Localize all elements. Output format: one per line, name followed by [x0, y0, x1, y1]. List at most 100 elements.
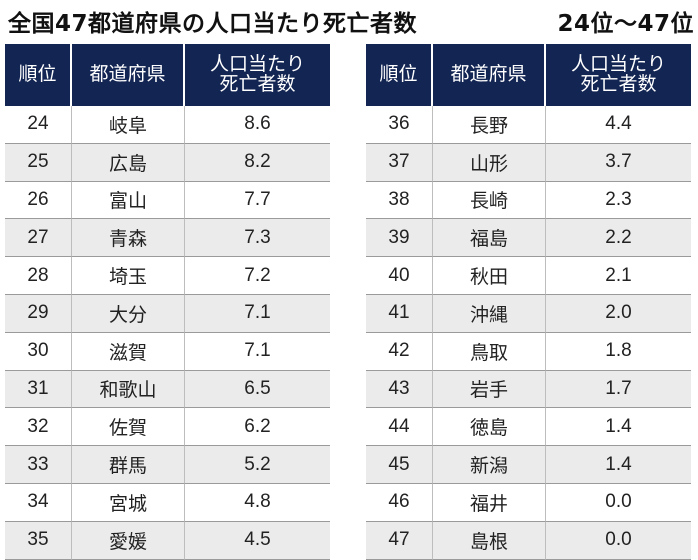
rank-cell: 38	[366, 181, 433, 220]
title-range: 24位～47位	[557, 11, 694, 37]
table-row: 25 広島 8.2	[5, 143, 330, 182]
table-header-row: 順位 都道府県 人口当たり 死亡者数	[366, 44, 691, 106]
rank-cell: 28	[5, 257, 72, 295]
deaths-cell: 2.0	[546, 294, 691, 333]
rank-cell: 33	[5, 446, 72, 484]
deaths-cell: 7.2	[185, 257, 330, 295]
prefecture-cell: 群馬	[72, 446, 185, 484]
rank-cell: 29	[5, 294, 72, 333]
deaths-cell: 8.2	[185, 143, 330, 182]
header-prefecture: 都道府県	[433, 44, 546, 106]
prefecture-cell: 秋田	[433, 257, 546, 295]
rank-cell: 39	[366, 219, 433, 258]
rank-cell: 47	[366, 521, 433, 560]
table-header-row: 順位 都道府県 人口当たり 死亡者数	[5, 44, 330, 106]
rank-cell: 32	[5, 408, 72, 447]
rank-cell: 44	[366, 408, 433, 447]
ranking-table-left: 順位 都道府県 人口当たり 死亡者数 24 岐阜 8.6 25 広島 8.2 26 富山 7.7…	[5, 44, 330, 560]
rank-cell: 31	[5, 370, 72, 409]
prefecture-cell: 富山	[72, 181, 185, 220]
prefecture-cell: 広島	[72, 143, 185, 182]
prefecture-cell: 滋賀	[72, 332, 185, 371]
deaths-cell: 5.2	[185, 446, 330, 484]
table-row: 46 福井 0.0	[366, 483, 691, 522]
rank-cell: 24	[5, 106, 72, 144]
table-row: 41 沖縄 2.0	[366, 294, 691, 333]
table-row: 39 福島 2.2	[366, 219, 691, 258]
deaths-cell: 1.4	[546, 446, 691, 484]
table-row: 35 愛媛 4.5	[5, 521, 330, 560]
deaths-cell: 7.1	[185, 332, 330, 371]
prefecture-cell: 島根	[433, 521, 546, 560]
table-row: 28 埼玉 7.2	[5, 257, 330, 295]
rank-cell: 37	[366, 143, 433, 182]
header-deaths-line1: 人口当たり	[570, 53, 666, 76]
rank-cell: 43	[366, 370, 433, 409]
prefecture-cell: 青森	[72, 219, 185, 258]
table-row: 43 岩手 1.7	[366, 370, 691, 409]
ranking-table-right: 順位 都道府県 人口当たり 死亡者数 36 長野 4.4 37 山形 3.7 38 長崎 2.3…	[366, 44, 691, 560]
prefecture-cell: 徳島	[433, 408, 546, 447]
table-row: 29 大分 7.1	[5, 294, 330, 333]
header-deaths: 人口当たり 死亡者数	[185, 44, 330, 106]
rank-cell: 45	[366, 446, 433, 484]
table-row: 45 新潟 1.4	[366, 446, 691, 484]
rank-cell: 36	[366, 106, 433, 144]
prefecture-cell: 山形	[433, 143, 546, 182]
deaths-cell: 7.7	[185, 181, 330, 220]
rank-cell: 30	[5, 332, 72, 371]
header-deaths: 人口当たり 死亡者数	[546, 44, 691, 106]
table-row: 42 鳥取 1.8	[366, 332, 691, 371]
deaths-cell: 1.7	[546, 370, 691, 409]
prefecture-cell: 愛媛	[72, 521, 185, 560]
deaths-cell: 7.1	[185, 294, 330, 333]
rank-cell: 40	[366, 257, 433, 295]
table-row: 33 群馬 5.2	[5, 446, 330, 484]
deaths-cell: 2.2	[546, 219, 691, 258]
prefecture-cell: 沖縄	[433, 294, 546, 333]
table-row: 24 岐阜 8.6	[5, 106, 330, 144]
title-main: 全国47都道府県の人口当たり死亡者数	[8, 11, 418, 37]
deaths-cell: 8.6	[185, 106, 330, 144]
prefecture-cell: 福島	[433, 219, 546, 258]
rank-cell: 34	[5, 483, 72, 522]
rank-cell: 41	[366, 294, 433, 333]
table-row: 30 滋賀 7.1	[5, 332, 330, 371]
deaths-cell: 7.3	[185, 219, 330, 258]
table-row: 44 徳島 1.4	[366, 408, 691, 447]
prefecture-cell: 長崎	[433, 181, 546, 220]
table-row: 26 富山 7.7	[5, 181, 330, 220]
rank-cell: 27	[5, 219, 72, 258]
rank-cell: 42	[366, 332, 433, 371]
header-rank: 順位	[366, 44, 433, 106]
prefecture-cell: 福井	[433, 483, 546, 522]
deaths-cell: 6.5	[185, 370, 330, 409]
table-row: 40 秋田 2.1	[366, 257, 691, 295]
deaths-cell: 1.8	[546, 332, 691, 371]
header-deaths-line2: 死亡者数	[580, 73, 657, 95]
prefecture-cell: 岩手	[433, 370, 546, 409]
rank-cell: 35	[5, 521, 72, 560]
table-row: 31 和歌山 6.5	[5, 370, 330, 409]
deaths-cell: 4.8	[185, 483, 330, 522]
prefecture-cell: 佐賀	[72, 408, 185, 447]
deaths-cell: 0.0	[546, 483, 691, 522]
rank-cell: 46	[366, 483, 433, 522]
deaths-cell: 4.5	[185, 521, 330, 560]
table-row: 37 山形 3.7	[366, 143, 691, 182]
table-row: 32 佐賀 6.2	[5, 408, 330, 447]
prefecture-cell: 埼玉	[72, 257, 185, 295]
prefecture-cell: 和歌山	[72, 370, 185, 409]
header-deaths-line2: 死亡者数	[219, 73, 296, 95]
deaths-cell: 2.1	[546, 257, 691, 295]
prefecture-cell: 長野	[433, 106, 546, 144]
prefecture-cell: 岐阜	[72, 106, 185, 144]
deaths-cell: 6.2	[185, 408, 330, 447]
table-row: 38 長崎 2.3	[366, 181, 691, 220]
rank-cell: 25	[5, 143, 72, 182]
deaths-cell: 0.0	[546, 521, 691, 560]
deaths-cell: 1.4	[546, 408, 691, 447]
deaths-cell: 4.4	[546, 106, 691, 144]
rank-cell: 26	[5, 181, 72, 220]
table-row: 34 宮城 4.8	[5, 483, 330, 522]
